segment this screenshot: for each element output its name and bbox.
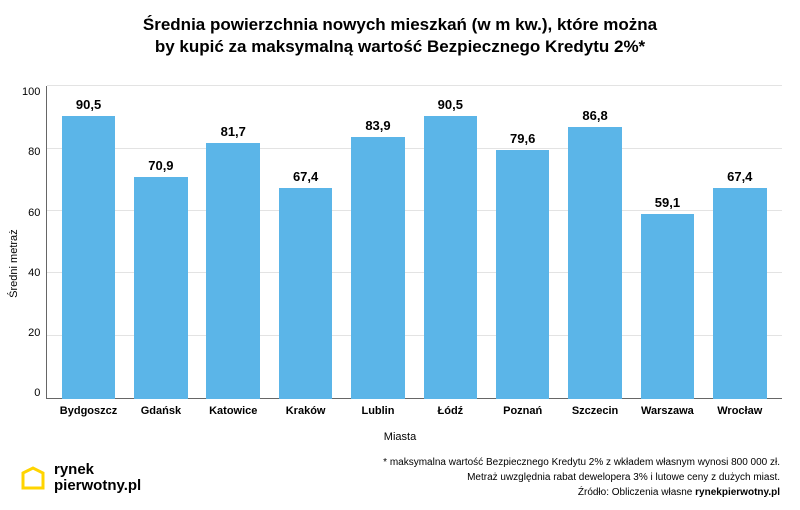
bar-value-label: 83,9 (365, 118, 390, 133)
bar-value-label: 59,1 (655, 195, 680, 210)
x-tick-label: Kraków (269, 399, 341, 429)
bar (134, 177, 188, 399)
footer: rynekpierwotny.pl * maksymalna wartość B… (0, 447, 800, 510)
bar (424, 116, 478, 399)
bar-column: 67,4 (704, 86, 776, 399)
bar-column: 81,7 (197, 86, 269, 399)
plot-area: Średni metraż 100 80 60 40 20 0 90,5 70,9 81,7 6… (0, 64, 800, 429)
brand-logo: rynekpierwotny.pl (20, 462, 141, 494)
logo-line-1: rynek (54, 461, 94, 478)
bar-value-label: 79,6 (510, 131, 535, 146)
bar-column: 70,9 (125, 86, 197, 399)
bar-column: 86,8 (559, 86, 631, 399)
footnote-1: * maksymalna wartość Bezpiecznego Kredyt… (141, 455, 780, 470)
x-axis-labels: BydgoszczGdańskKatowiceKrakówLublinŁódźP… (46, 399, 782, 429)
footnote-source: Źródło: Obliczenia własne rynekpierwotny… (141, 485, 780, 500)
footnotes: * maksymalna wartość Bezpiecznego Kredyt… (141, 455, 780, 500)
y-tick: 80 (28, 146, 40, 158)
x-tick-label: Lublin (342, 399, 414, 429)
bar-column: 90,5 (52, 86, 124, 399)
bar (279, 188, 333, 399)
y-tick: 20 (28, 327, 40, 339)
bar (641, 214, 695, 399)
bar-value-label: 67,4 (293, 169, 318, 184)
title-line-2: by kupić za maksymalną wartość Bezpieczn… (155, 37, 645, 56)
x-axis-title: Miasta (0, 429, 800, 447)
logo-line-2: pierwotny.pl (54, 477, 141, 494)
x-tick-label: Gdańsk (125, 399, 197, 429)
bar-column: 79,6 (487, 86, 559, 399)
bar (206, 143, 260, 399)
bar-column: 67,4 (269, 86, 341, 399)
bar (713, 188, 767, 399)
bar (351, 137, 405, 399)
bar-column: 83,9 (342, 86, 414, 399)
y-tick: 60 (28, 207, 40, 219)
chart-container: Średnia powierzchnia nowych mieszkań (w … (0, 0, 800, 510)
bar-column: 90,5 (414, 86, 486, 399)
bar-value-label: 81,7 (221, 124, 246, 139)
bar (62, 116, 116, 399)
bar-value-label: 70,9 (148, 158, 173, 173)
bar-column: 59,1 (631, 86, 703, 399)
bar-value-label: 67,4 (727, 169, 752, 184)
y-axis-ticks: 100 80 60 40 20 0 (22, 68, 46, 429)
bars: 90,5 70,9 81,7 67,4 83,9 90,5 79,6 86,8 59,1 67,4 (46, 86, 782, 399)
chart-title: Średnia powierzchnia nowych mieszkań (w … (0, 0, 800, 64)
y-tick: 0 (34, 387, 40, 399)
footnote-2: Metraż uwzględnia rabat dewelopera 3% i … (141, 470, 780, 485)
y-tick: 40 (28, 267, 40, 279)
y-axis-label: Średni metraż (6, 68, 22, 429)
title-line-1: Średnia powierzchnia nowych mieszkań (w … (143, 15, 657, 34)
y-tick: 100 (22, 86, 40, 98)
x-tick-label: Katowice (197, 399, 269, 429)
x-tick-label: Szczecin (559, 399, 631, 429)
bar-value-label: 90,5 (438, 97, 463, 112)
logo-text: rynekpierwotny.pl (54, 462, 141, 494)
x-tick-label: Łódź (414, 399, 486, 429)
x-tick-label: Bydgoszcz (52, 399, 124, 429)
x-tick-label: Wrocław (704, 399, 776, 429)
bars-zone: 90,5 70,9 81,7 67,4 83,9 90,5 79,6 86,8 59,1 67,4… (46, 68, 782, 429)
bar-value-label: 86,8 (582, 108, 607, 123)
logo-icon (20, 465, 46, 491)
bar (496, 150, 550, 399)
bar (568, 127, 622, 399)
bar-value-label: 90,5 (76, 97, 101, 112)
x-tick-label: Poznań (487, 399, 559, 429)
x-tick-label: Warszawa (631, 399, 703, 429)
